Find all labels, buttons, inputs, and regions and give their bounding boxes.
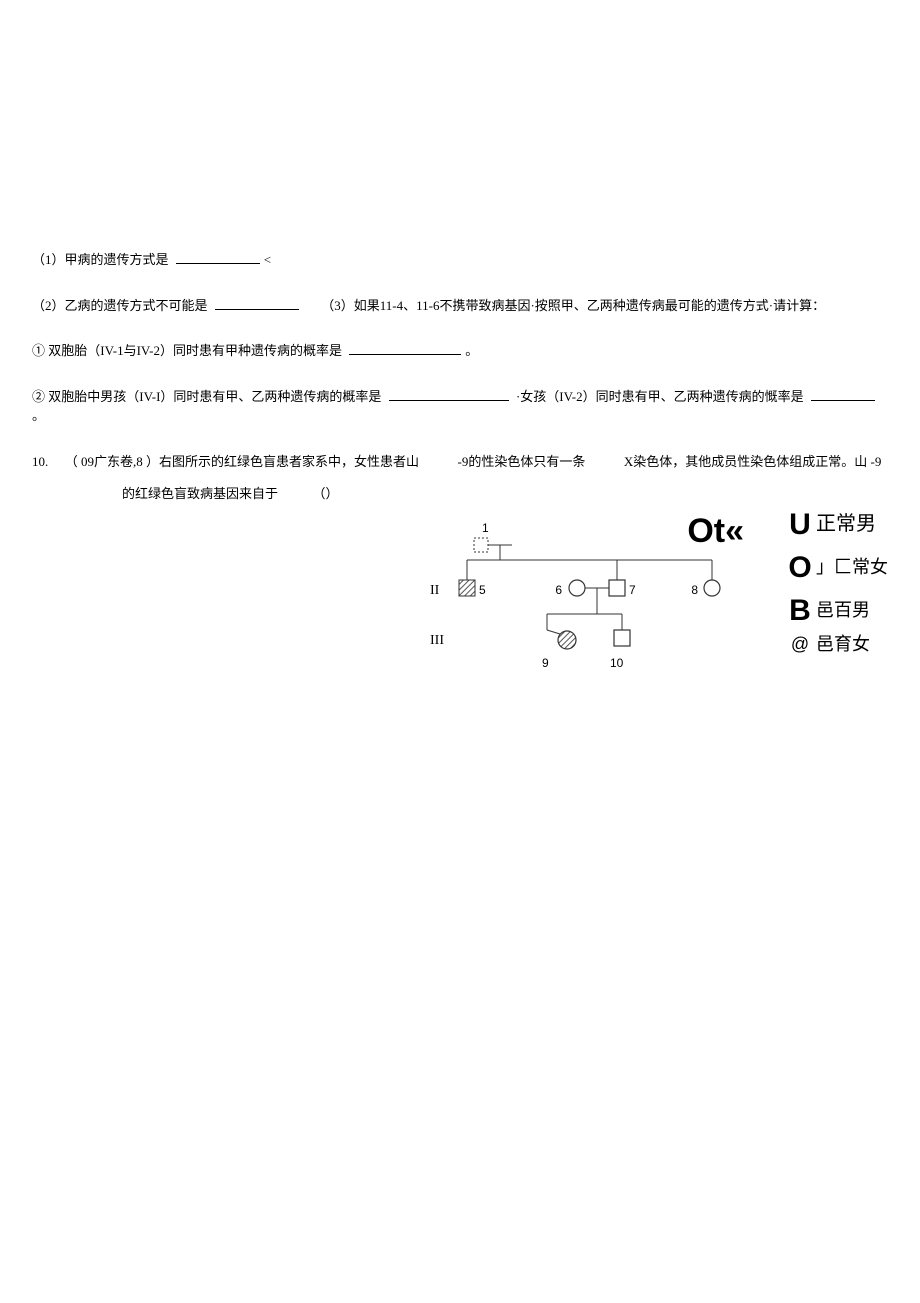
q10-mid1: -9的性染色体只有一条 — [458, 454, 586, 469]
gen1-male — [474, 538, 488, 552]
qsub1-prefix: ① 双胞胎（IV-1与IV-2）同时患有甲种遗传病的概率是 — [32, 343, 342, 358]
qsub2-blank1 — [389, 387, 509, 401]
question-1: （1）甲病的遗传方式是 < — [32, 250, 888, 270]
question-sub2: ② 双胞胎中男孩（IV-I）同时患有甲、乙两种遗传病的概率是 ·女孩（IV-2）… — [32, 387, 888, 426]
iii-9-num: 9 — [542, 656, 549, 670]
q10-src: （ 09广东卷,8 ）右图所示的红绿色盲患者家系中，女性患者山 — [65, 454, 419, 469]
question-2-3: （2）乙病的遗传方式不可能是 （3）如果11-4、11-6不携带致病基因·按照甲… — [32, 296, 888, 316]
ii-6-circle — [569, 580, 585, 596]
q10-mid2: X染色体，其他成员性染色体组成正常。山 -9 — [624, 454, 881, 469]
q2-part-b: （3）如果11-4、11-6不携带致病基因·按照甲、乙两种遗传病最可能的遗传方式… — [321, 298, 825, 313]
gen1-label: 1 — [482, 521, 489, 535]
legend: U 正常男 O 」匚常女 B 邑百男 @ 邑育女 — [784, 502, 888, 656]
legend-row-1: O 」匚常女 — [784, 545, 888, 590]
legend-row-2: B 邑百男 — [784, 588, 888, 633]
question-sub1: ① 双胞胎（IV-1与IV-2）同时患有甲种遗传病的概率是 。 — [32, 341, 888, 361]
iii-10-num: 10 — [610, 656, 624, 670]
q10-line2: 的红绿色盲致病基因来自于 （） — [122, 484, 888, 504]
legend-sym-0: U — [784, 502, 816, 547]
legend-txt-2: 邑百男 — [816, 597, 870, 624]
legend-txt-0: 正常男 — [816, 509, 876, 539]
legend-row-3: @ 邑育女 — [784, 631, 888, 658]
ii-8-num: 8 — [691, 583, 698, 597]
gen2-roman: II — [430, 583, 440, 598]
q2-blank-a — [215, 296, 299, 310]
iii-10-square — [614, 630, 630, 646]
qsub2-suffix: 。 — [32, 408, 45, 423]
legend-txt-1: 」匚常女 — [816, 554, 888, 581]
q10-line1: 10. （ 09广东卷,8 ）右图所示的红绿色盲患者家系中，女性患者山 -9的性… — [32, 452, 888, 472]
qsub1-blank — [349, 341, 461, 355]
q2-part-a: （2）乙病的遗传方式不可能是 — [32, 298, 208, 313]
qsub2-blank2 — [811, 387, 875, 401]
ii-8-circle — [704, 580, 720, 596]
q10-line2-text: 的红绿色盲致病基因来自于 — [122, 486, 278, 501]
question-10: 10. （ 09广东卷,8 ）右图所示的红绿色盲患者家系中，女性患者山 -9的性… — [32, 452, 888, 692]
q1-blank — [176, 250, 260, 264]
gen3-roman: III — [430, 633, 444, 648]
ot-label: Ot« — [687, 506, 744, 557]
qsub2-prefix: ② 双胞胎中男孩（IV-I）同时患有甲、乙两种遗传病的概率是 — [32, 389, 381, 404]
legend-sym-3: @ — [784, 631, 816, 658]
legend-sym-1: O — [784, 545, 816, 590]
pedigree-figure: Ot« U 正常男 O 」匚常女 B 邑百男 @ 邑育女 — [412, 512, 888, 692]
ii-6-num: 6 — [555, 583, 562, 597]
qsub2-mid: ·女孩（IV-2）同时患有甲、乙两种遗传病的慨率是 — [516, 389, 804, 404]
iii-9-circle — [558, 631, 576, 649]
ii-5-num: 5 — [479, 583, 486, 597]
q10-paren: （） — [313, 486, 339, 501]
ii-7-num: 7 — [629, 583, 636, 597]
legend-row-0: U 正常男 — [784, 502, 888, 547]
ii-5-square — [459, 580, 475, 596]
q10-num: 10. — [32, 454, 48, 469]
legend-txt-3: 邑育女 — [816, 631, 870, 658]
qsub1-suffix: 。 — [465, 343, 478, 358]
legend-sym-2: B — [784, 588, 816, 633]
iii-9-conn — [547, 630, 560, 634]
q1-suffix: < — [264, 252, 271, 267]
ii-7-square — [609, 580, 625, 596]
q1-prefix: （1）甲病的遗传方式是 — [32, 252, 169, 267]
